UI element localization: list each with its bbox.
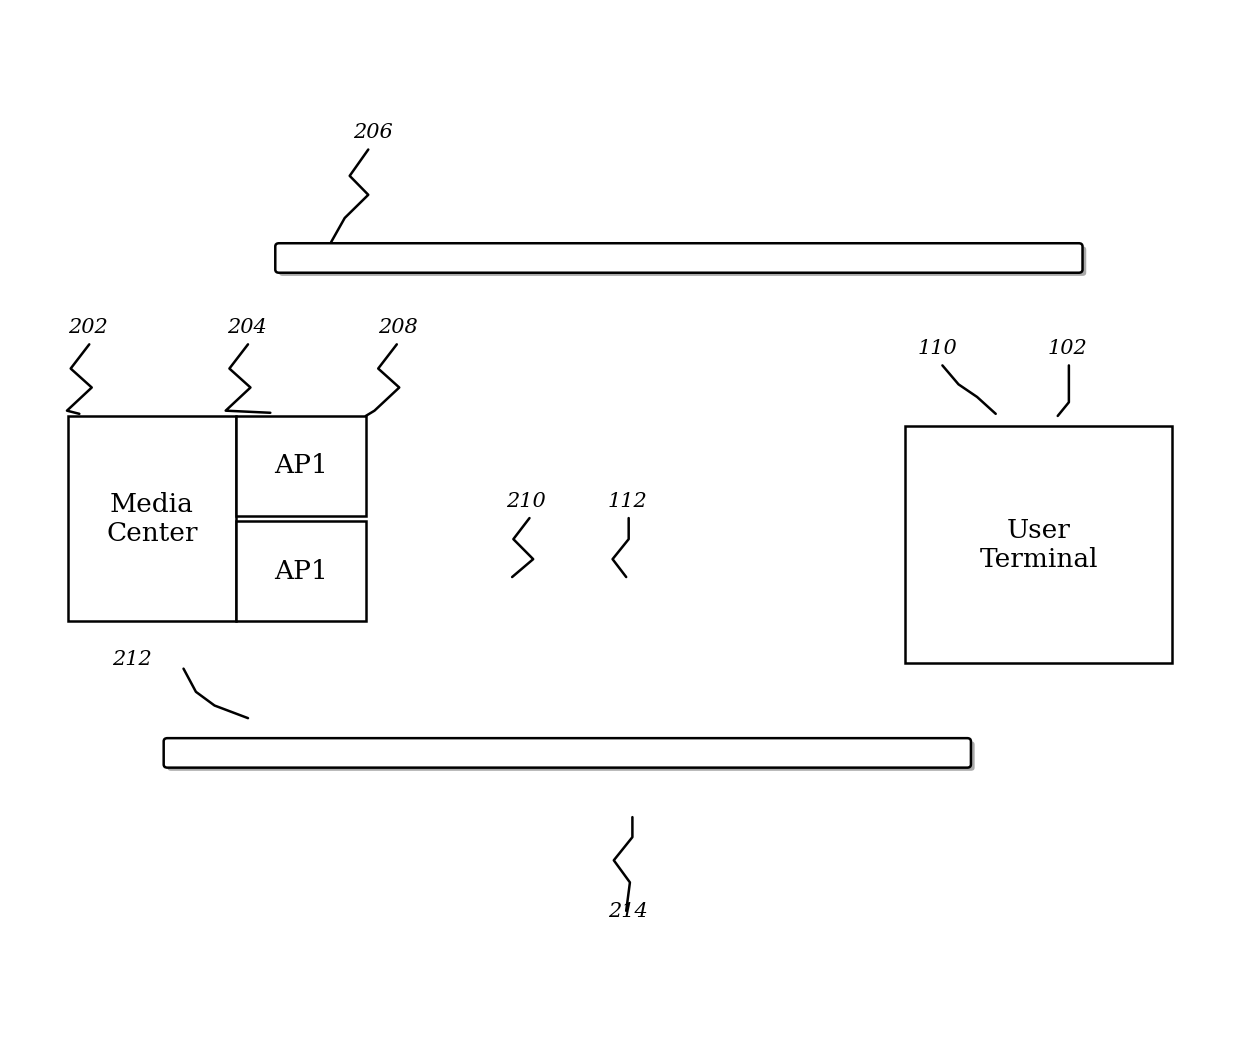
Text: 208: 208 [378, 318, 418, 337]
Text: Media
Center: Media Center [107, 492, 197, 545]
Bar [905, 426, 1172, 663]
Bar [236, 416, 366, 516]
Text: 102: 102 [1048, 339, 1087, 358]
Text: 110: 110 [918, 339, 957, 358]
Text: 212: 212 [112, 650, 151, 669]
Text: 210: 210 [506, 492, 546, 511]
Bar [68, 416, 236, 621]
FancyBboxPatch shape [275, 243, 1083, 273]
FancyBboxPatch shape [167, 741, 975, 771]
Text: 202: 202 [68, 318, 108, 337]
Text: 214: 214 [608, 902, 647, 921]
Text: User
Terminal: User Terminal [980, 518, 1097, 572]
Text: AP1: AP1 [274, 559, 327, 583]
FancyBboxPatch shape [164, 738, 971, 768]
Bar [236, 521, 366, 621]
Text: AP1: AP1 [274, 454, 327, 478]
Text: 112: 112 [608, 492, 647, 511]
Text: 206: 206 [353, 123, 393, 142]
FancyBboxPatch shape [279, 246, 1086, 276]
Text: 204: 204 [227, 318, 267, 337]
